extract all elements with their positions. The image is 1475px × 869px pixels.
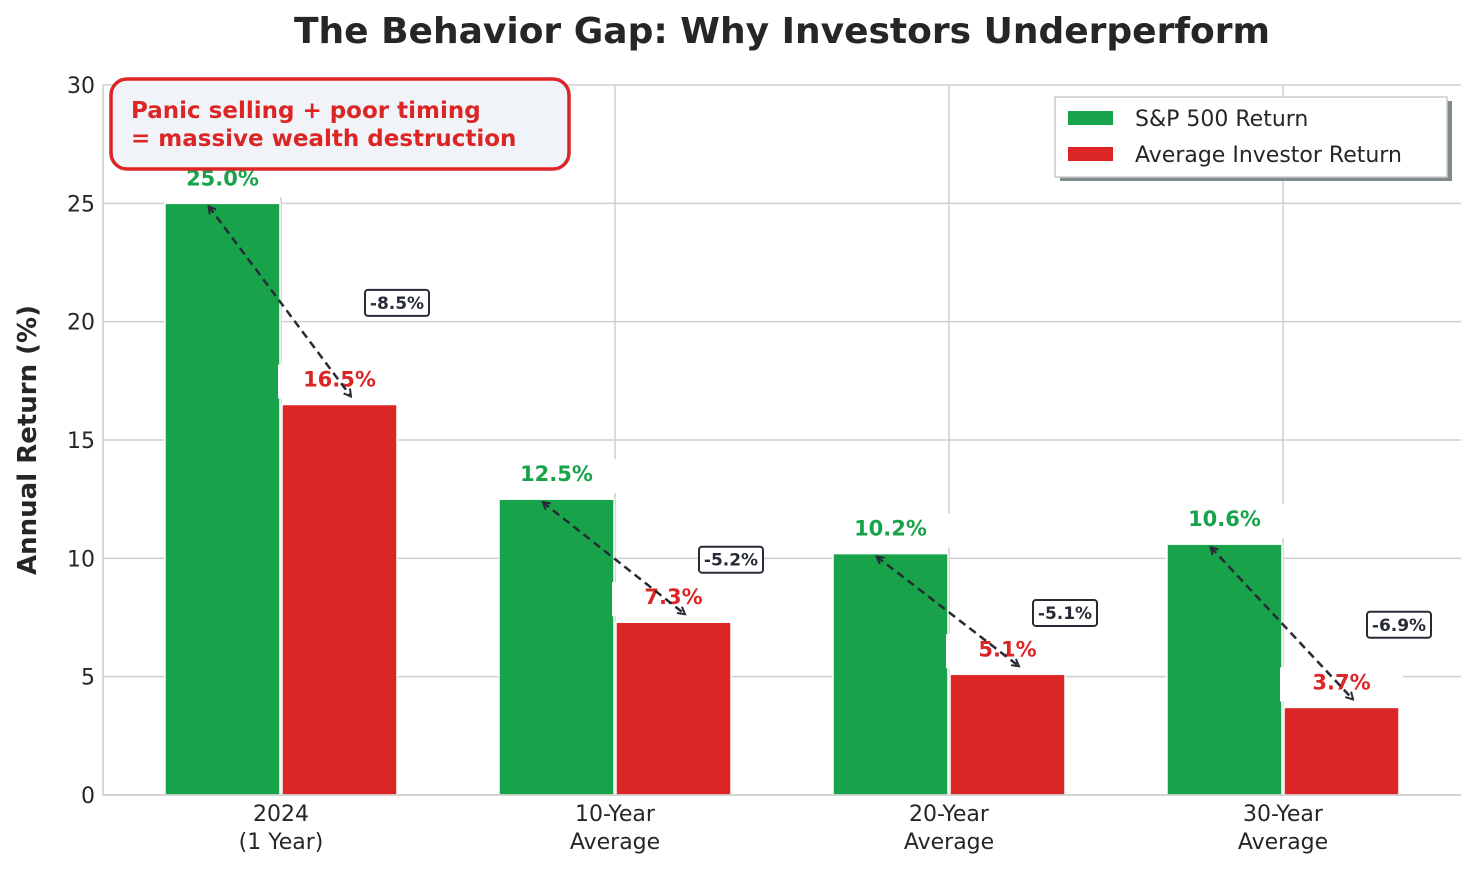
bar-investor [949, 673, 1066, 796]
annotation-callout: Panic selling + poor timing = massive we… [109, 77, 571, 171]
gap-arrows: -8.5% -5.2% -5.1% -6.9% [209, 206, 1432, 699]
bar-sp500 [164, 202, 281, 796]
bar-value-label-sp500: 10.6% [1188, 507, 1261, 531]
bar-sp500 [1166, 543, 1283, 796]
gap-label-box [1366, 610, 1432, 639]
gap-label-box [1032, 598, 1098, 627]
chart-title: The Behavior Gap: Why Investors Underper… [294, 11, 1270, 52]
bars [164, 202, 1400, 796]
legend-swatch-sp500 [1068, 111, 1113, 125]
y-tick-label: 15 [67, 429, 95, 454]
gap-arrow [877, 557, 1019, 667]
legend: S&P 500 Return Average Investor Return [1054, 96, 1452, 181]
legend-label-investor: Average Investor Return [1135, 143, 1402, 168]
gap-label: -6.9% [1372, 616, 1426, 636]
y-axis-label: Annual Return (%) [13, 305, 43, 575]
bar-value-label-investor: 3.7% [1312, 670, 1370, 694]
y-tick-label: 10 [67, 547, 95, 572]
bar-value-label-sp500: 12.5% [520, 462, 593, 486]
bar-value-label-sp500: 10.2% [854, 517, 927, 541]
x-tick-label-line: 10-Year [575, 802, 656, 827]
gap-label-box [364, 288, 430, 317]
gap-label: -5.1% [1038, 604, 1092, 624]
annotation-line-2: = massive wealth destruction [131, 126, 516, 152]
bar-investor [615, 621, 732, 796]
bar-value-label-investor: 7.3% [644, 585, 702, 609]
gap-arrow [1211, 547, 1353, 699]
y-tick-label: 0 [81, 784, 95, 809]
legend-label-sp500: S&P 500 Return [1135, 107, 1308, 132]
x-tick-label-line: Average [904, 830, 994, 855]
gap-label: -5.2% [704, 551, 758, 571]
gap-label: -8.5% [370, 294, 424, 314]
x-tick-label: 10-Year Average [570, 802, 660, 855]
x-tick-label-line: 20-Year [909, 802, 990, 827]
y-tick-label: 20 [67, 311, 95, 336]
annotation-line-1: Panic selling + poor timing [131, 98, 481, 124]
label-mask [495, 459, 618, 494]
legend-box [1054, 96, 1448, 178]
bar-value-label-investor: 16.5% [303, 368, 376, 392]
gap-arrow [543, 502, 685, 614]
gap-arrow [209, 206, 351, 396]
gap-label-box [698, 545, 764, 574]
y-tick-label: 30 [67, 74, 95, 99]
bar-investor [281, 403, 398, 796]
bar-value-label-investor: 5.1% [978, 637, 1036, 661]
bar-sp500 [832, 552, 949, 796]
x-tick-label-line: Average [570, 830, 660, 855]
y-tick-label: 5 [81, 666, 95, 691]
bar-investor [1283, 706, 1400, 796]
label-mask [829, 513, 952, 548]
y-tick-label: 25 [67, 192, 95, 217]
x-tick-label-line: 2024 [253, 802, 309, 827]
x-tick-label: 2024 (1 Year) [239, 802, 324, 855]
x-tick-label-line: (1 Year) [239, 830, 324, 855]
x-tick-label-line: Average [1238, 830, 1328, 855]
x-tick-label-line: 30-Year [1243, 802, 1324, 827]
annotation-box [109, 77, 571, 171]
x-tick-label: 30-Year Average [1238, 802, 1328, 855]
x-tick-label: 20-Year Average [904, 802, 994, 855]
label-mask [1163, 504, 1286, 539]
legend-swatch-investor [1068, 147, 1113, 161]
